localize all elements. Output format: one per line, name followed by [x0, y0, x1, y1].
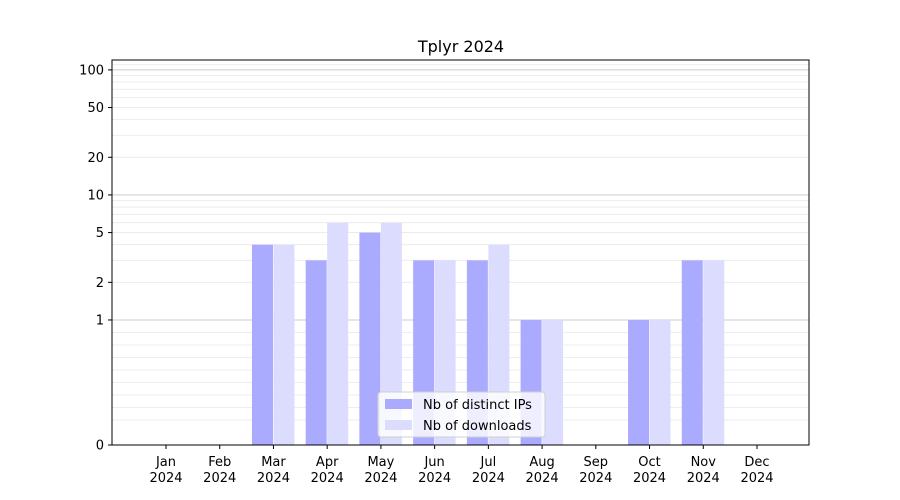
y-tick-label: 100	[79, 63, 104, 78]
y-tick-label: 1	[96, 313, 104, 328]
bar-downloads	[649, 319, 671, 445]
bar-downloads	[542, 319, 564, 445]
x-axis: Jan2024Feb2024Mar2024Apr2024May2024Jun20…	[149, 445, 774, 486]
x-tick-label-month: Jun	[423, 455, 444, 470]
x-tick-label-month: Mar	[261, 455, 286, 470]
y-tick-label: 10	[87, 188, 104, 203]
x-tick-label-month: Jan	[155, 455, 176, 470]
x-tick-label-year: 2024	[687, 471, 720, 486]
x-tick-label-month: Apr	[316, 455, 339, 470]
x-tick-label-year: 2024	[472, 471, 505, 486]
x-tick-label-month: Sep	[584, 455, 609, 470]
chart-title: Tplyr 2024	[417, 37, 504, 56]
x-tick-label-month: Feb	[208, 455, 231, 470]
legend-swatch	[385, 399, 412, 409]
bar-downloads	[380, 222, 402, 445]
y-tick-label: 5	[96, 226, 104, 241]
legend-swatch	[385, 420, 412, 430]
x-tick-label-year: 2024	[364, 471, 397, 486]
x-tick-label-month: Aug	[529, 455, 554, 470]
x-tick-label-year: 2024	[149, 471, 182, 486]
x-tick-label-year: 2024	[418, 471, 451, 486]
y-tick-label: 0	[96, 439, 104, 454]
bar-downloads	[327, 222, 349, 445]
bar-distinct-ips	[359, 232, 381, 445]
bar-distinct-ips	[628, 319, 650, 445]
x-tick-label-year: 2024	[526, 471, 559, 486]
plot-frame	[111, 59, 810, 446]
bar-downloads	[703, 260, 725, 445]
y-tick-label: 2	[96, 276, 104, 291]
x-tick-label-month: Jul	[480, 455, 497, 470]
bar-distinct-ips	[305, 260, 327, 445]
x-tick-label-month: May	[367, 455, 394, 470]
legend-label: Nb of downloads	[423, 419, 532, 434]
x-tick-label-year: 2024	[257, 471, 290, 486]
x-tick-label-month: Nov	[691, 455, 717, 470]
bar-downloads	[273, 244, 295, 445]
x-tick-label-year: 2024	[633, 471, 666, 486]
x-tick-label-year: 2024	[579, 471, 612, 486]
legend: Nb of distinct IPs Nb of downloads	[377, 391, 546, 438]
bar-distinct-ips	[251, 244, 273, 445]
x-tick-label-year: 2024	[203, 471, 236, 486]
bar-distinct-ips	[681, 260, 703, 445]
legend-box	[377, 391, 546, 438]
x-tick-label-year: 2024	[740, 471, 773, 486]
y-tick-label: 50	[87, 101, 104, 116]
y-tick-label: 20	[87, 151, 104, 166]
x-tick-label-year: 2024	[311, 471, 344, 486]
x-tick-label-month: Oct	[638, 455, 660, 470]
grid	[112, 59, 809, 421]
y-axis: 0 1 2 5 10 20 50 100	[79, 63, 112, 454]
legend-label: Nb of distinct IPs	[423, 398, 532, 413]
x-tick-label-month: Dec	[744, 455, 769, 470]
